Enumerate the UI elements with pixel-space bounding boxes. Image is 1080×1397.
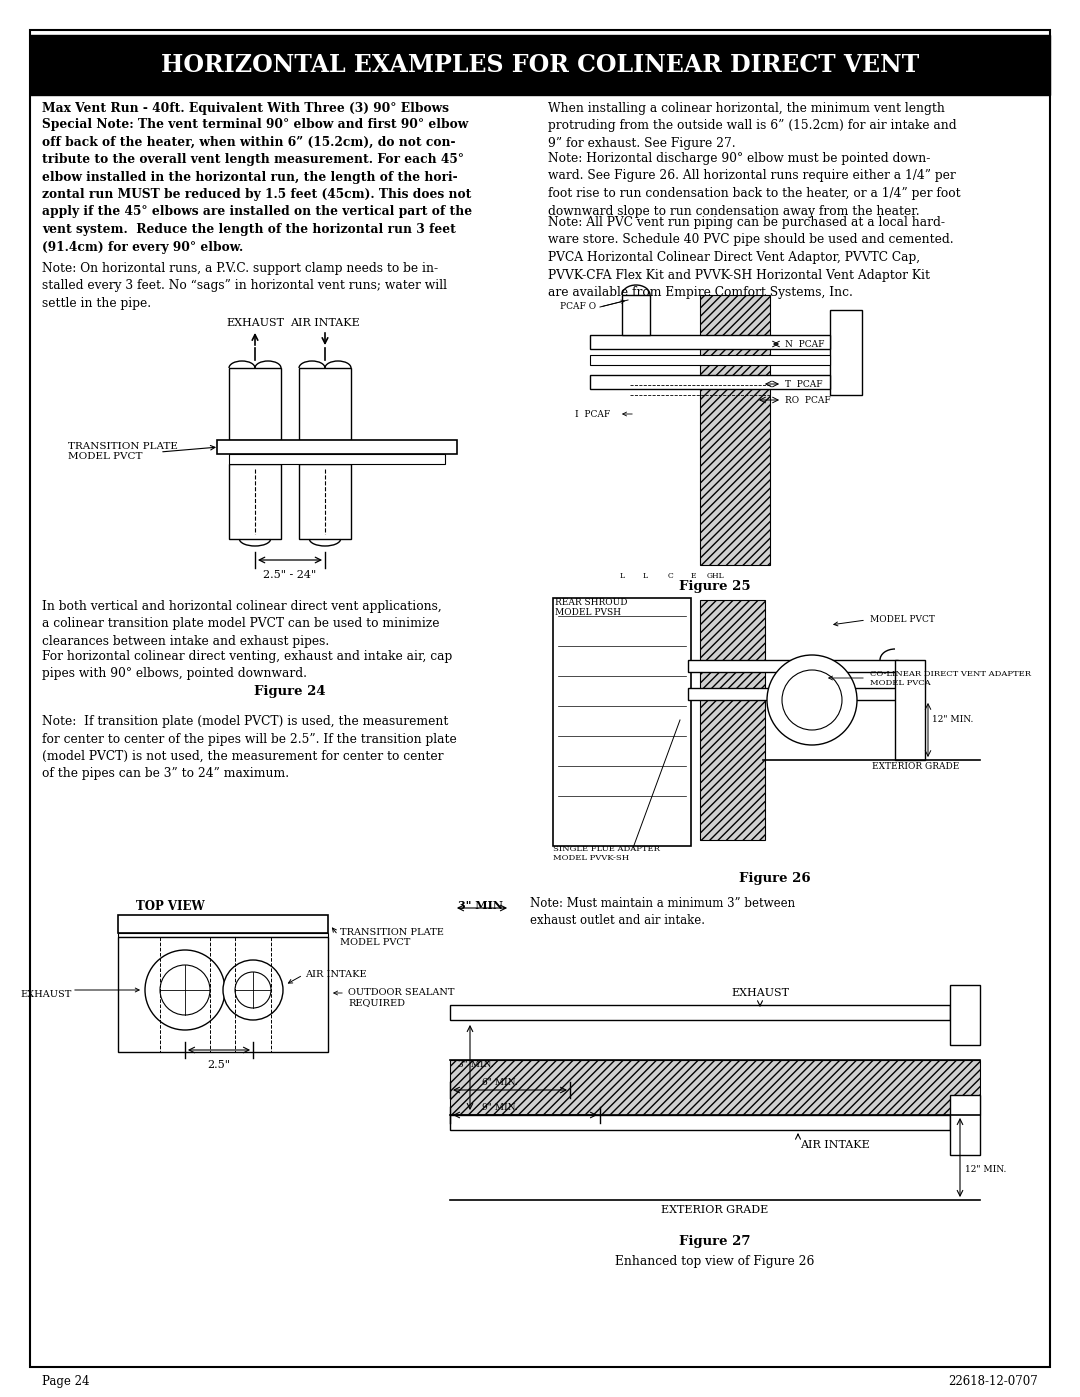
Circle shape — [235, 972, 271, 1009]
Text: Figure 27: Figure 27 — [679, 1235, 751, 1248]
Text: 12" MIN.: 12" MIN. — [932, 715, 973, 724]
Text: AIR INTAKE: AIR INTAKE — [291, 319, 360, 328]
Text: Note: All PVC vent run piping can be purchased at a local hard-
ware store. Sche: Note: All PVC vent run piping can be pur… — [548, 217, 954, 299]
Circle shape — [222, 960, 283, 1020]
Text: Note: Horizontal discharge 90° elbow must be pointed down-
ward. See Figure 26. : Note: Horizontal discharge 90° elbow mus… — [548, 152, 960, 218]
Text: TRANSITION PLATE
MODEL PVCT: TRANSITION PLATE MODEL PVCT — [340, 928, 444, 947]
Text: N  PCAF: N PCAF — [785, 339, 824, 349]
Text: Figure 26: Figure 26 — [739, 872, 811, 886]
Bar — [217, 440, 457, 454]
Text: EXTERIOR GRADE: EXTERIOR GRADE — [661, 1206, 769, 1215]
Text: Max Vent Run - 40ft. Equivalent With Three (3) 90° Elbows: Max Vent Run - 40ft. Equivalent With Thr… — [42, 102, 449, 115]
Text: AIR INTAKE: AIR INTAKE — [800, 1140, 869, 1150]
Text: L: L — [643, 571, 648, 580]
Text: L: L — [620, 571, 624, 580]
Bar — [590, 355, 831, 365]
Bar — [688, 659, 897, 672]
Text: OUTDOOR SEALANT
REQUIRED: OUTDOOR SEALANT REQUIRED — [348, 988, 455, 1007]
Text: TRANSITION PLATE
MODEL PVCT: TRANSITION PLATE MODEL PVCT — [68, 441, 178, 461]
Bar — [450, 1004, 950, 1020]
Bar — [450, 1115, 950, 1130]
Bar — [229, 367, 281, 440]
Text: Special Note: The vent terminal 90° elbow and first 90° elbow
off back of the he: Special Note: The vent terminal 90° elbo… — [42, 117, 472, 253]
Bar — [299, 367, 351, 440]
Bar — [229, 454, 445, 464]
Text: Enhanced top view of Figure 26: Enhanced top view of Figure 26 — [616, 1255, 814, 1268]
Bar — [118, 937, 328, 1052]
Text: CO-LINEAR DIRECT VENT ADAPTER
MODEL PVCA: CO-LINEAR DIRECT VENT ADAPTER MODEL PVCA — [870, 671, 1031, 687]
Text: E: E — [690, 571, 696, 580]
Text: T  PCAF: T PCAF — [785, 380, 823, 388]
Text: EXTERIOR GRADE: EXTERIOR GRADE — [872, 761, 959, 771]
Text: RO  PCAF: RO PCAF — [785, 395, 831, 405]
Text: EXHAUST: EXHAUST — [226, 319, 284, 328]
Bar — [950, 985, 980, 1045]
Bar — [118, 933, 328, 937]
Circle shape — [160, 965, 210, 1016]
Text: REAR SHROUD
MODEL PVSH: REAR SHROUD MODEL PVSH — [555, 598, 627, 617]
Text: PCAF O: PCAF O — [561, 302, 596, 312]
Bar — [118, 915, 328, 933]
Bar — [450, 1060, 980, 1115]
Text: Figure 25: Figure 25 — [679, 580, 751, 592]
Text: 2.5": 2.5" — [207, 1060, 230, 1070]
Circle shape — [145, 950, 225, 1030]
Circle shape — [767, 655, 858, 745]
Bar — [700, 295, 770, 564]
Text: 3" MIN.: 3" MIN. — [458, 900, 507, 911]
Bar — [553, 598, 691, 847]
Text: TOP VIEW: TOP VIEW — [136, 900, 204, 914]
Text: Note: Must maintain a minimum 3” between
exhaust outlet and air intake.: Note: Must maintain a minimum 3” between… — [530, 897, 795, 928]
Bar — [590, 374, 831, 388]
Text: GHL: GHL — [706, 571, 724, 580]
Text: AIR INTAKE: AIR INTAKE — [305, 970, 366, 979]
Bar — [590, 335, 831, 349]
Text: Page 24: Page 24 — [42, 1375, 90, 1389]
Bar — [831, 310, 862, 395]
Bar — [30, 35, 1050, 95]
Text: 3" MIN.: 3" MIN. — [458, 1060, 494, 1069]
Text: In both vertical and horizontal colinear direct vent applications,
a colinear tr: In both vertical and horizontal colinear… — [42, 599, 442, 648]
Text: 6" MIN.: 6" MIN. — [482, 1078, 518, 1087]
Text: 12" MIN.: 12" MIN. — [966, 1165, 1007, 1173]
Text: 22618-12-0707: 22618-12-0707 — [948, 1375, 1038, 1389]
Bar — [299, 464, 351, 539]
Bar — [895, 659, 924, 760]
Text: Note: On horizontal runs, a P.V.C. support clamp needs to be in-
stalled every 3: Note: On horizontal runs, a P.V.C. suppo… — [42, 263, 447, 310]
Text: EXHAUST: EXHAUST — [731, 988, 789, 997]
Text: SINGLE FLUE ADAPTER
MODEL PVVK-SH: SINGLE FLUE ADAPTER MODEL PVVK-SH — [553, 845, 660, 862]
Bar — [950, 1095, 980, 1155]
Circle shape — [782, 671, 842, 731]
Bar — [700, 599, 765, 840]
Text: When installing a colinear horizontal, the minimum vent length
protruding from t: When installing a colinear horizontal, t… — [548, 102, 957, 149]
Text: 2.5" - 24": 2.5" - 24" — [264, 570, 316, 580]
Text: MODEL PVCT: MODEL PVCT — [870, 615, 935, 624]
Text: C: C — [667, 571, 673, 580]
Text: HORIZONTAL EXAMPLES FOR COLINEAR DIRECT VENT: HORIZONTAL EXAMPLES FOR COLINEAR DIRECT … — [161, 53, 919, 77]
Text: I  PCAF: I PCAF — [575, 409, 610, 419]
Bar — [229, 464, 281, 539]
Bar — [688, 687, 897, 700]
Text: 9" MIN.: 9" MIN. — [482, 1104, 518, 1112]
Text: For horizontal colinear direct venting, exhaust and intake air, cap
pipes with 9: For horizontal colinear direct venting, … — [42, 650, 453, 680]
Text: EXHAUST: EXHAUST — [21, 990, 72, 999]
Text: Note:  If transition plate (model PVCT) is used, the measurement
for center to c: Note: If transition plate (model PVCT) i… — [42, 715, 457, 781]
Bar — [622, 295, 650, 335]
Text: Figure 24: Figure 24 — [254, 685, 326, 698]
